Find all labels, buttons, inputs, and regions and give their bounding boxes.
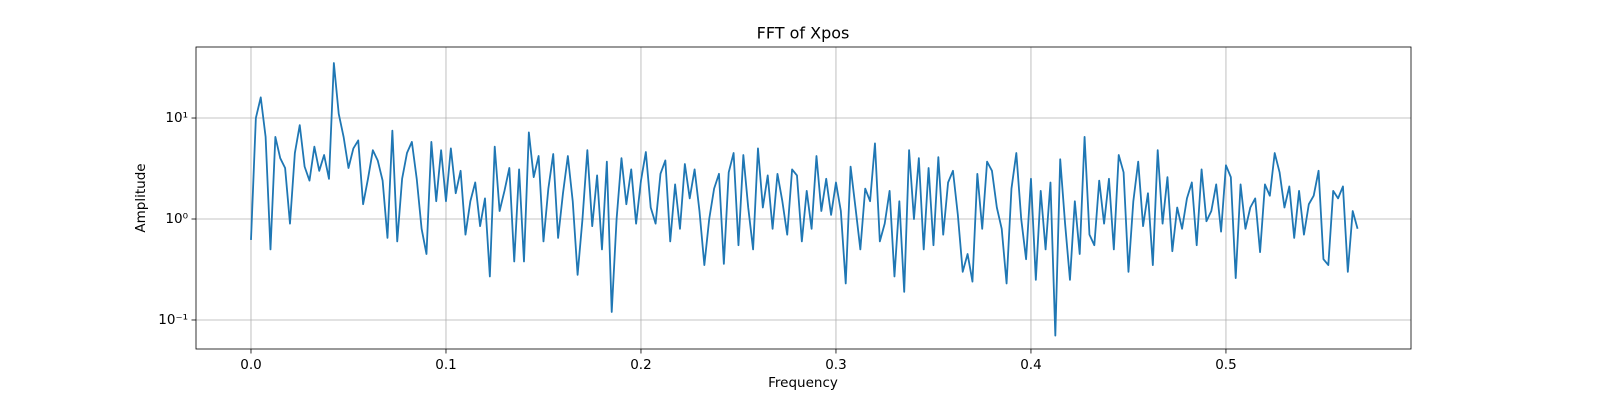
chart-title: FFT of Xpos: [757, 24, 850, 43]
x-tick-label: 0.0: [240, 357, 261, 373]
x-tick-label: 0.2: [630, 357, 651, 373]
x-tick-label: 0.5: [1215, 357, 1236, 373]
y-tick-label: 10¹: [165, 110, 188, 126]
x-tick-label: 0.1: [435, 357, 456, 373]
y-tick-label: 10⁻¹: [158, 312, 188, 328]
x-tick-label: 0.3: [825, 357, 846, 373]
plot-frame: [195, 46, 1412, 350]
x-axis-label: Frequency: [768, 375, 838, 391]
y-axis-label: Amplitude: [133, 163, 149, 232]
x-tick-label: 0.4: [1020, 357, 1041, 373]
y-tick-label: 10⁰: [165, 211, 188, 227]
data-line: [250, 62, 1359, 337]
